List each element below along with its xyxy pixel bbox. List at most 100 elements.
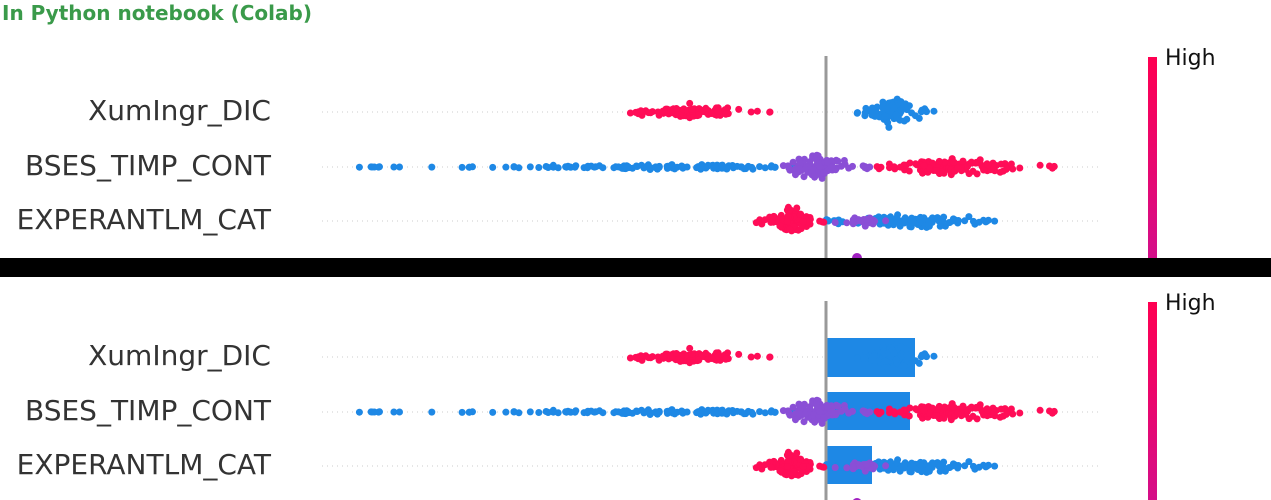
- dot: [766, 353, 774, 361]
- dot: [954, 409, 962, 417]
- dot: [489, 408, 497, 416]
- dot: [801, 410, 809, 418]
- dot: [653, 165, 661, 173]
- dot: [771, 408, 779, 416]
- dot: [918, 106, 926, 114]
- dot: [671, 410, 679, 418]
- dot: [885, 160, 893, 168]
- dot: [933, 167, 940, 175]
- dot: [722, 355, 730, 363]
- dot: [584, 162, 592, 170]
- dot: [896, 163, 904, 171]
- dot: [896, 408, 904, 416]
- dot: [571, 163, 579, 171]
- dot: [544, 164, 552, 171]
- dot: [672, 350, 680, 357]
- dot: [892, 111, 900, 119]
- dot: [811, 173, 819, 181]
- dot: [786, 411, 794, 419]
- dot: [820, 169, 828, 177]
- dot: [882, 217, 890, 225]
- dot: [824, 158, 832, 166]
- dot: [881, 358, 889, 365]
- dot: [623, 163, 631, 171]
- dot: [643, 163, 651, 170]
- dot: [828, 408, 836, 416]
- dot: [871, 357, 879, 365]
- dot: [1046, 407, 1053, 415]
- dot: [502, 163, 510, 171]
- dot: [997, 160, 1005, 168]
- dot: [996, 168, 1004, 176]
- dot: [797, 210, 805, 218]
- dot: [633, 408, 641, 415]
- dot: [686, 99, 694, 107]
- dot: [729, 409, 737, 417]
- dot: [1046, 162, 1053, 170]
- dot: [535, 164, 543, 171]
- dot: [900, 215, 908, 223]
- dot: [925, 217, 932, 225]
- dot: [678, 162, 686, 170]
- separator: [0, 258, 1271, 277]
- dot: [390, 408, 398, 416]
- dot: [936, 222, 944, 230]
- dot: [714, 352, 722, 360]
- dot: [950, 158, 958, 166]
- dot: [458, 163, 466, 171]
- dot: [905, 167, 913, 175]
- dot: [861, 354, 869, 362]
- dot: [975, 463, 983, 471]
- dot: [792, 416, 799, 424]
- dot: [708, 355, 716, 362]
- dot: [702, 349, 710, 357]
- dot: [355, 163, 363, 171]
- dot: [784, 448, 792, 456]
- dot: [428, 408, 436, 416]
- dot: [702, 104, 710, 112]
- dot: [861, 109, 869, 117]
- dot: [368, 163, 376, 171]
- dot: [893, 459, 901, 467]
- colorbar: [1148, 57, 1157, 258]
- dot: [980, 166, 988, 174]
- dot: [678, 407, 686, 415]
- dot: [544, 409, 552, 416]
- dot: [843, 219, 851, 227]
- dot: [355, 408, 363, 416]
- dot: [740, 165, 748, 173]
- dot: [975, 218, 983, 226]
- dot: [884, 364, 892, 372]
- dot: [793, 204, 801, 212]
- dot: [756, 408, 764, 416]
- dot: [905, 412, 913, 420]
- dot: [796, 165, 803, 173]
- dot: [820, 414, 828, 422]
- dot: [984, 161, 992, 169]
- dot: [515, 164, 523, 172]
- dot: [502, 408, 510, 416]
- dot: [735, 105, 743, 113]
- dot: [786, 470, 794, 478]
- dot: [900, 362, 908, 370]
- dot: [941, 158, 949, 166]
- dot: [824, 403, 832, 411]
- dot: [643, 408, 651, 415]
- dot: [748, 163, 756, 171]
- dot: [818, 463, 826, 471]
- dot: [632, 353, 640, 361]
- dot: [959, 402, 967, 410]
- dot: [997, 405, 1005, 413]
- dot: [786, 225, 794, 233]
- dot: [969, 462, 977, 470]
- dot: [776, 467, 784, 475]
- dot: [747, 108, 755, 116]
- dot: [870, 352, 878, 360]
- dot: [918, 351, 926, 359]
- dot: [845, 409, 853, 417]
- dot: [766, 213, 774, 221]
- dot: [688, 105, 696, 113]
- dot: [786, 166, 794, 174]
- dot: [920, 407, 928, 415]
